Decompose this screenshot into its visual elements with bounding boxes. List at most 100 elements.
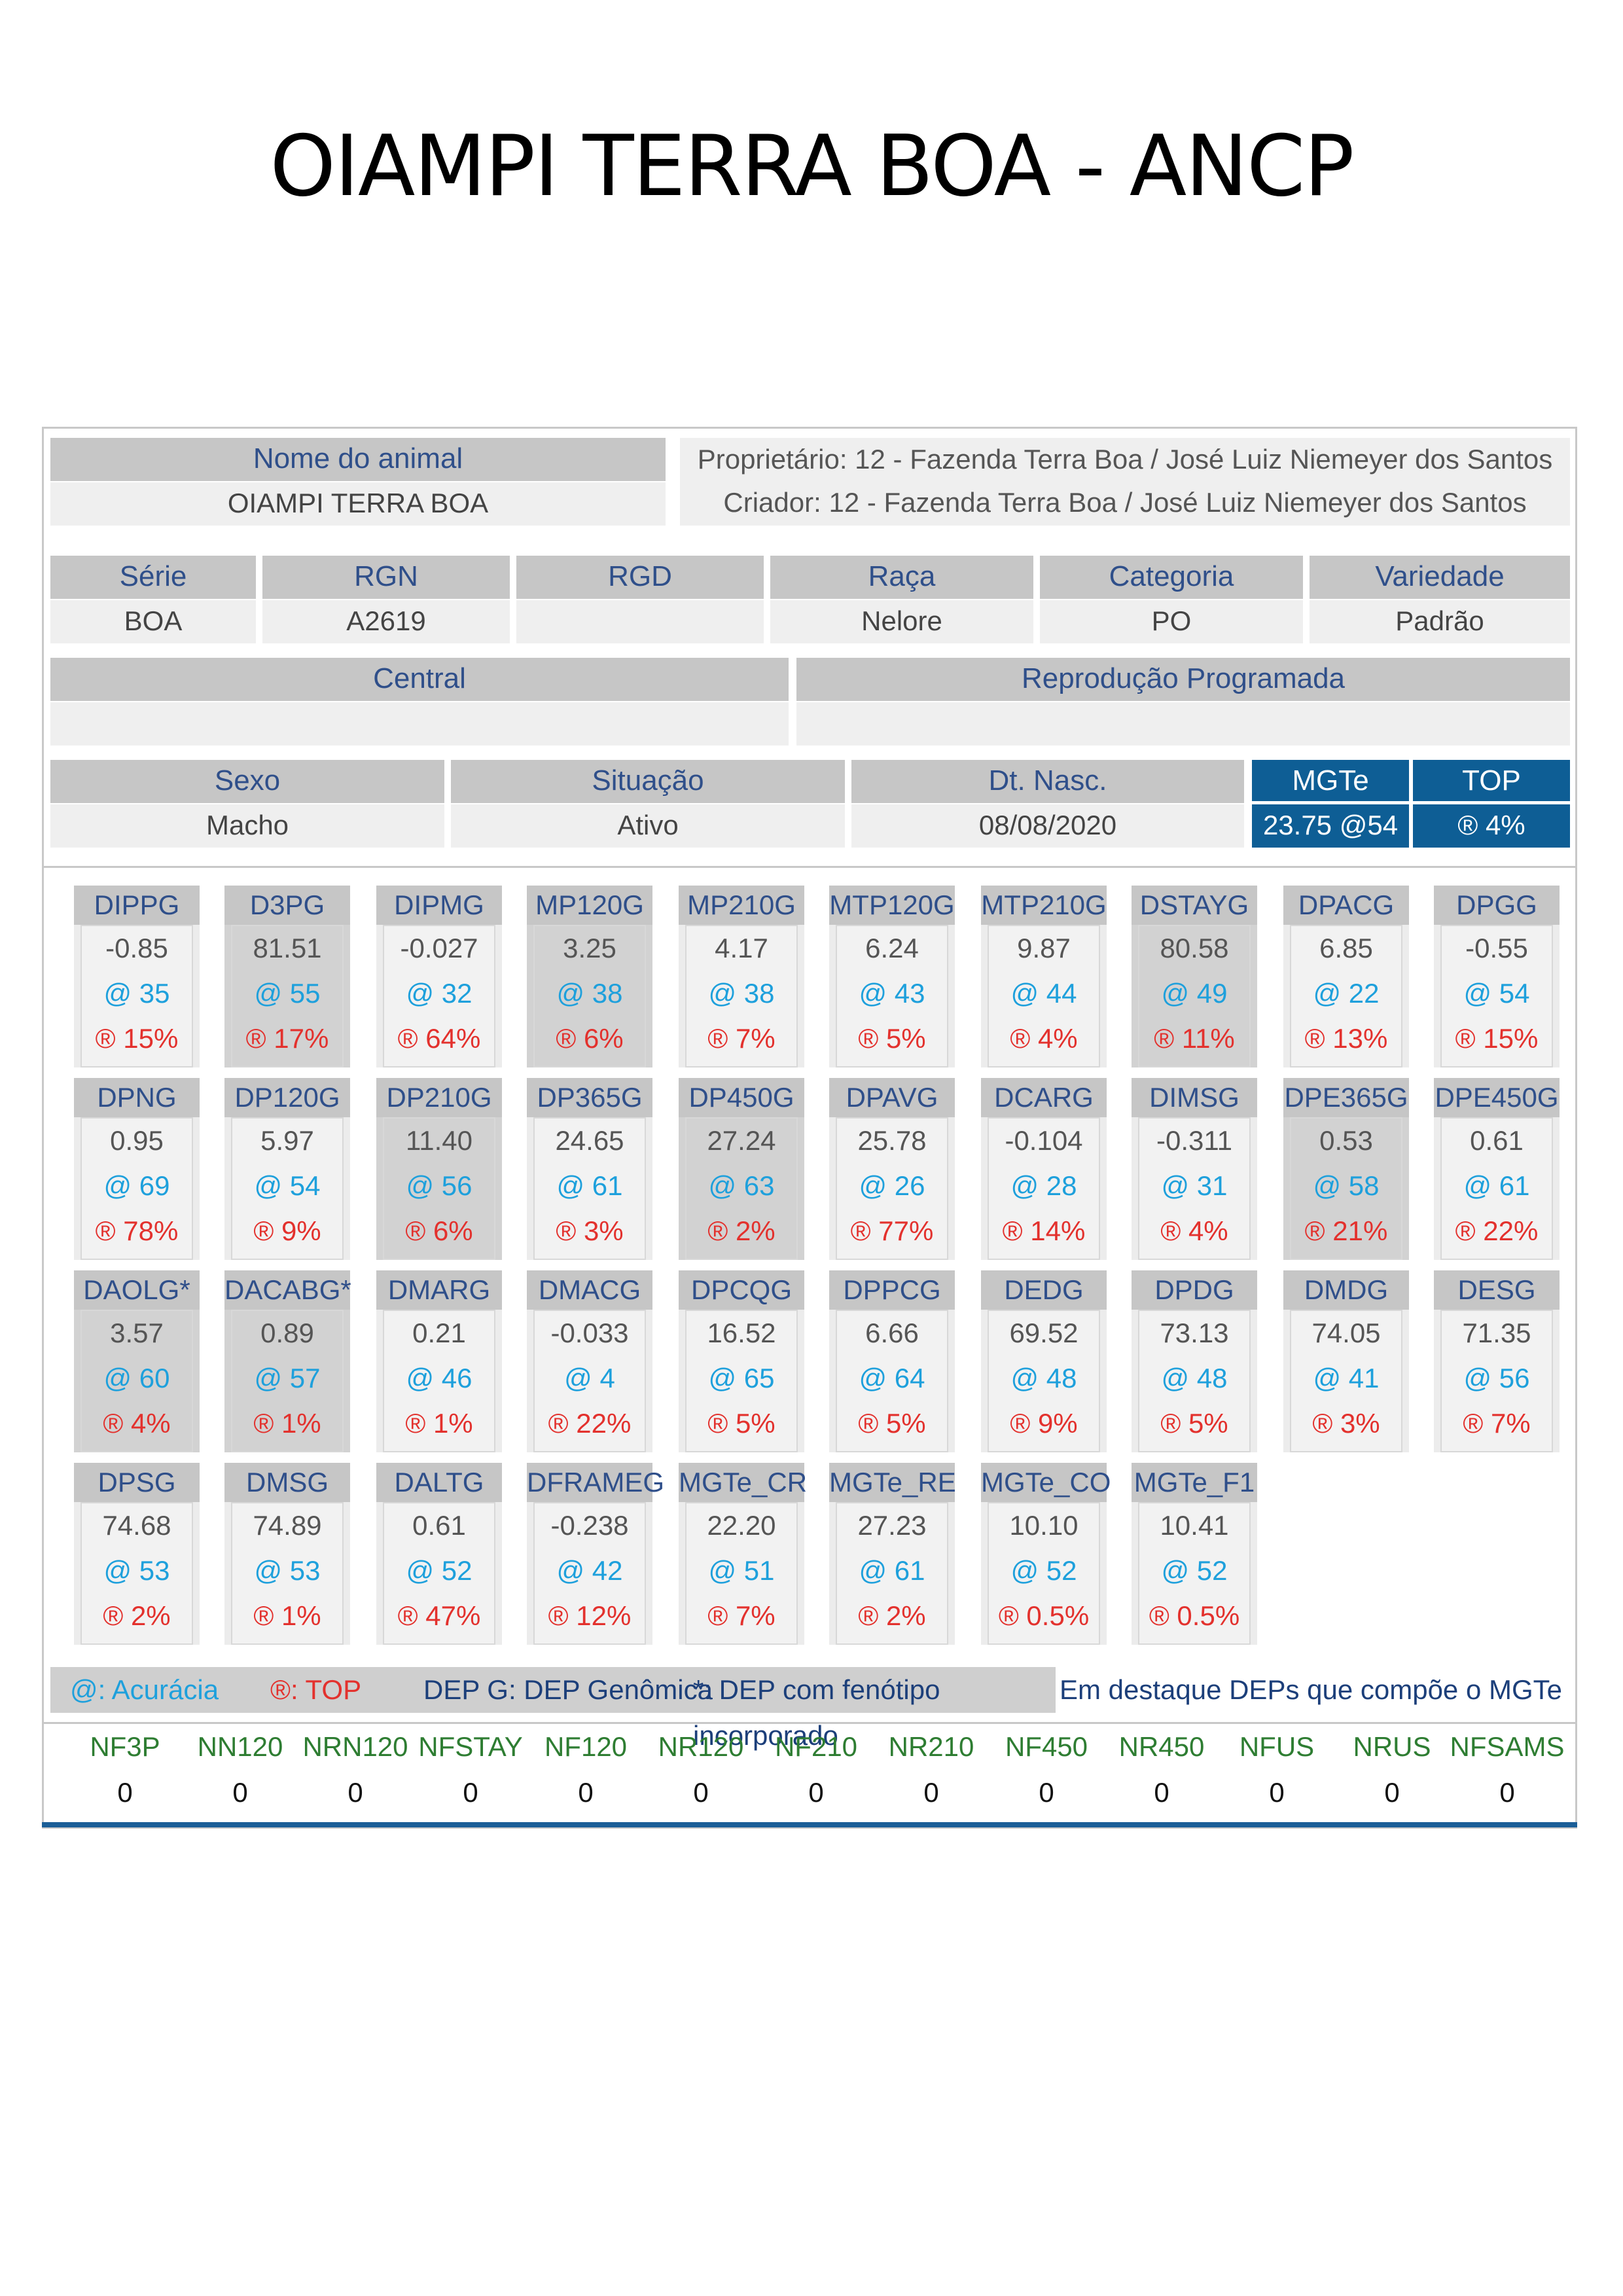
dep-accuracy: @ 48 [1010, 1363, 1077, 1393]
dep-value: 4.17 [715, 933, 768, 963]
dep-name: DPPCG [829, 1270, 955, 1310]
dep-body: 0.95 @ 69 ® 78% [80, 1117, 193, 1260]
dep-card: DIMSG -0.311 @ 31 ® 4% [1132, 1078, 1257, 1260]
dep-card: DSTAYG 80.58 @ 49 ® 11% [1132, 886, 1257, 1067]
dep-accuracy: @ 58 [1313, 1170, 1380, 1201]
dep-accuracy: @ 53 [254, 1555, 321, 1586]
dep-card: DPGG -0.55 @ 54 ® 15% [1434, 886, 1560, 1067]
nf-value: 0 [578, 1777, 594, 1808]
dep-value: -0.311 [1156, 1125, 1232, 1156]
dep-value: 74.05 [1311, 1318, 1381, 1348]
dep-accuracy: @ 38 [556, 978, 623, 1009]
top-label: TOP [1413, 760, 1570, 803]
dep-name: MGTe_CR [679, 1463, 807, 1502]
nf-value: 0 [1039, 1777, 1054, 1808]
nf-label: NF450 [1005, 1731, 1088, 1762]
dep-body: 71.35 @ 56 ® 7% [1440, 1310, 1553, 1452]
dep-name: DPDG [1132, 1270, 1257, 1310]
dep-top: ® 9% [253, 1215, 321, 1246]
dep-card: MTP210G 9.87 @ 44 ® 4% [981, 886, 1107, 1067]
dep-card: DAOLG* 3.57 @ 60 ® 4% [74, 1270, 200, 1452]
dep-card: DMSG 74.89 @ 53 ® 1% [224, 1463, 350, 1645]
dep-card: DESG 71.35 @ 56 ® 7% [1434, 1270, 1560, 1452]
dep-accuracy: @ 52 [1161, 1555, 1228, 1586]
dep-accuracy: @ 28 [1010, 1170, 1077, 1201]
dep-name: MTP210G [981, 886, 1107, 925]
dep-top: ® 3% [556, 1215, 624, 1246]
dep-card: DPAVG 25.78 @ 26 ® 77% [829, 1078, 955, 1260]
dep-top: ® 2% [858, 1600, 926, 1631]
dep-top: ® 1% [405, 1408, 473, 1439]
dep-value: 5.97 [260, 1125, 314, 1156]
dep-card: MGTe_F1 10.41 @ 52 ® 0.5% [1132, 1463, 1257, 1645]
page-title: OIAMPI TERRA BOA - ANCP [270, 118, 1354, 215]
dep-accuracy: @ 44 [1010, 978, 1077, 1009]
dep-top: ® 15% [1455, 1023, 1539, 1054]
dep-value: -0.238 [550, 1510, 629, 1541]
dep-card: MP120G 3.25 @ 38 ® 6% [527, 886, 652, 1067]
dep-accuracy: @ 4 [564, 1363, 615, 1393]
dep-card: D3PG 81.51 @ 55 ® 17% [224, 886, 350, 1067]
dep-accuracy: @ 49 [1161, 978, 1228, 1009]
dep-name: MGTe_CO [981, 1463, 1111, 1502]
dep-body: 73.13 @ 48 ® 5% [1138, 1310, 1251, 1452]
dt-nasc-label: Dt. Nasc. [851, 760, 1244, 803]
dep-body: 0.61 @ 61 ® 22% [1440, 1117, 1553, 1260]
dep-top: ® 0.5% [1149, 1600, 1240, 1631]
dep-body: -0.85 @ 35 ® 15% [80, 925, 193, 1067]
dep-name: DIMSG [1132, 1078, 1257, 1117]
rgn-value: A2619 [262, 600, 510, 643]
dep-body: 27.24 @ 63 ® 2% [685, 1117, 798, 1260]
dep-card: DEDG 69.52 @ 48 ® 9% [981, 1270, 1107, 1452]
owner-box: Proprietário: 12 - Fazenda Terra Boa / J… [680, 438, 1570, 526]
dep-accuracy: @ 56 [1463, 1363, 1530, 1393]
dep-top: ® 78% [95, 1215, 179, 1246]
dep-accuracy: @ 42 [556, 1555, 623, 1586]
dep-value: 10.10 [1009, 1510, 1079, 1541]
sexo-value: Macho [50, 804, 444, 848]
dep-accuracy: @ 64 [859, 1363, 925, 1393]
dep-name: DIPMG [376, 886, 502, 925]
dep-body: 80.58 @ 49 ® 11% [1138, 925, 1251, 1067]
dep-accuracy: @ 61 [1463, 1170, 1530, 1201]
dep-accuracy: @ 60 [103, 1363, 170, 1393]
dep-top: ® 2% [103, 1600, 171, 1631]
dep-top: ® 47% [397, 1600, 481, 1631]
dep-body: 9.87 @ 44 ® 4% [988, 925, 1100, 1067]
dep-value: 6.85 [1319, 933, 1373, 963]
animal-name-value: OIAMPI TERRA BOA [50, 482, 666, 526]
dep-card: DPCQG 16.52 @ 65 ® 5% [679, 1270, 804, 1452]
dep-top: ® 15% [95, 1023, 179, 1054]
dep-value: 22.20 [707, 1510, 776, 1541]
bottom-rule [42, 1822, 1577, 1827]
dep-value: 74.68 [102, 1510, 171, 1541]
dep-top: ® 11% [1154, 1023, 1235, 1054]
dep-body: 69.52 @ 48 ® 9% [988, 1310, 1100, 1452]
dep-value: 0.61 [412, 1510, 466, 1541]
nf-label: NFUS [1239, 1731, 1315, 1762]
nf-label: NFSTAY [418, 1731, 523, 1762]
dep-accuracy: @ 55 [254, 978, 321, 1009]
dep-name: DP450G [679, 1078, 804, 1117]
dep-body: 0.53 @ 58 ® 21% [1290, 1117, 1402, 1260]
dep-top: ® 2% [707, 1215, 776, 1246]
dep-value: 80.58 [1160, 933, 1229, 963]
central-value [50, 702, 789, 745]
dep-value: 69.52 [1009, 1318, 1079, 1348]
dep-card: DP450G 27.24 @ 63 ® 2% [679, 1078, 804, 1260]
mgte-value: 23.75 @54 [1252, 804, 1409, 848]
dep-accuracy: @ 41 [1313, 1363, 1380, 1393]
dep-name: MGTe_F1 [1132, 1463, 1257, 1502]
dep-card: DPPCG 6.66 @ 64 ® 5% [829, 1270, 955, 1452]
rgd-value [516, 600, 764, 643]
dep-card: DMARG 0.21 @ 46 ® 1% [376, 1270, 502, 1452]
dep-value: 74.89 [253, 1510, 322, 1541]
dep-card: DIPPG -0.85 @ 35 ® 15% [74, 886, 200, 1067]
sexo-label: Sexo [50, 760, 444, 803]
dep-card: DP210G 11.40 @ 56 ® 6% [376, 1078, 502, 1260]
serie-value: BOA [50, 600, 256, 643]
dep-top: ® 12% [548, 1600, 632, 1631]
legend-acuracia: @: Acurácia [70, 1674, 219, 1705]
nf-value: 0 [693, 1777, 709, 1808]
dep-top: ® 7% [707, 1600, 776, 1631]
